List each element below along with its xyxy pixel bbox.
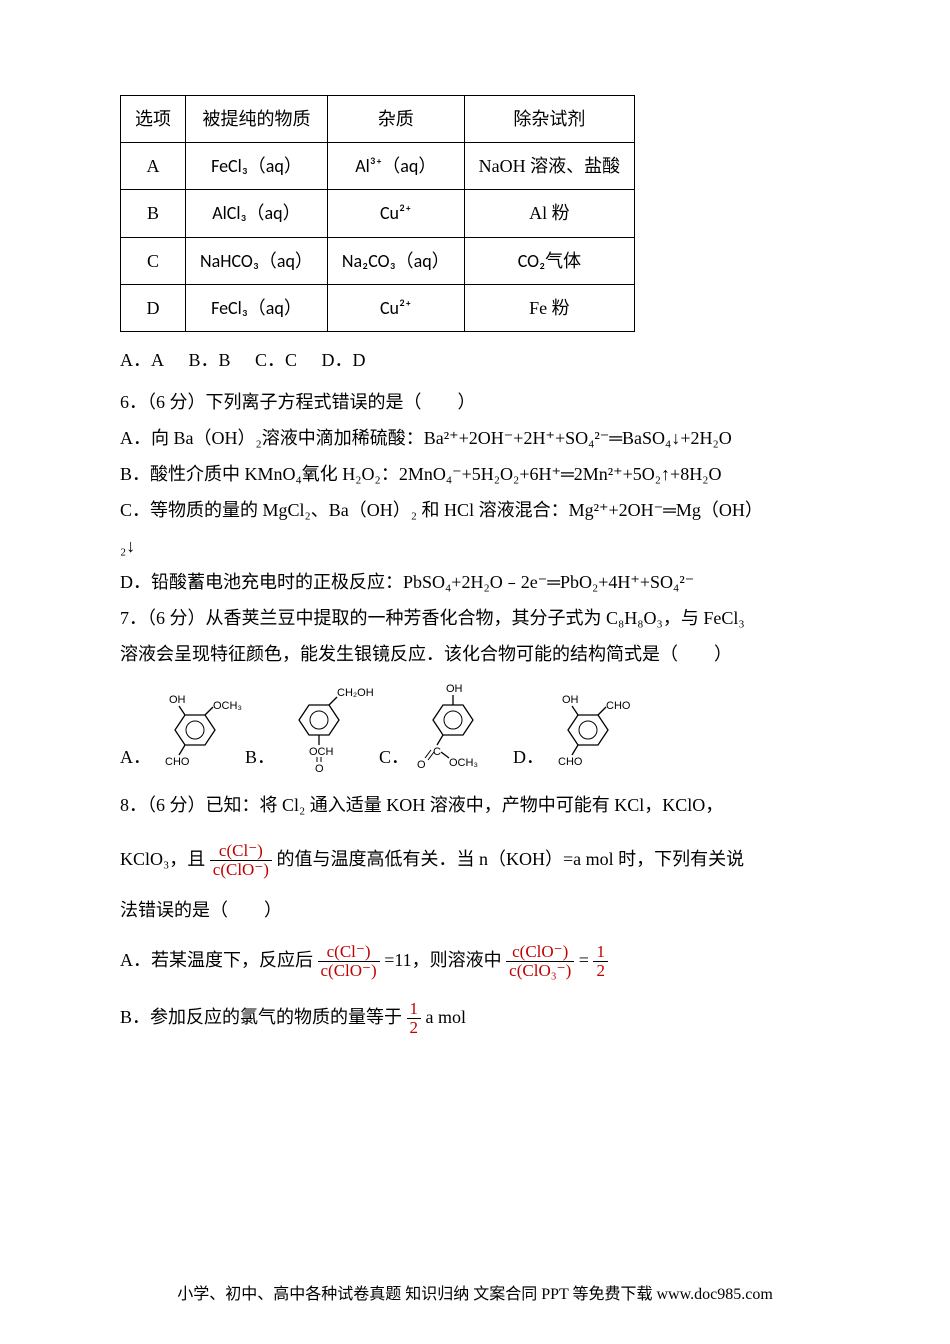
q8-stem-line3: 法错误的是（ ）: [120, 892, 830, 928]
q6-opt-b: B．酸性介质中 KMnO₄氧化 H₂O₂：2MnO₄⁻+5H₂O₂+6H⁺═2M…: [120, 456, 830, 492]
svg-text:CHO: CHO: [165, 756, 190, 768]
cell-imp: Al³⁺（aq）: [327, 143, 464, 190]
table-row: C NaHCO₃（aq） Na₂CO₃（aq） CO₂气体: [121, 237, 635, 284]
q7-opt-d: D． OH CHO CHO: [513, 685, 638, 775]
q7-opt-a-label: A．: [120, 739, 151, 775]
th-substance: 被提纯的物质: [186, 96, 328, 143]
benzene-struct-b-icon: CH₂OH OCH O: [279, 680, 379, 775]
frac-num: c(Cl⁻): [210, 842, 272, 862]
opt-a: A．A: [120, 350, 164, 370]
q8-optB-a: B．参加反应的氯气的物质的量等于: [120, 1007, 402, 1027]
opt-c: C．C: [255, 350, 297, 370]
q6-opt-c-line1: C．等物质的量的 MgCl₂、Ba（OH）₂ 和 HCl 溶液混合：Mg²⁺+2…: [120, 492, 830, 528]
cell-opt: D: [121, 284, 186, 331]
q8-optA-a: A．若某温度下，反应后: [120, 950, 313, 970]
answer-options: A．A B．B C．C D．D: [120, 342, 830, 378]
q7-opt-b-label: B．: [245, 739, 275, 775]
svg-text:OH: OH: [446, 683, 463, 695]
opt-b: B．B: [189, 350, 231, 370]
q8-opt-a: A．若某温度下，反应后 c(Cl⁻) c(ClO⁻) =11，则溶液中 c(Cl…: [120, 942, 830, 981]
th-impurity: 杂质: [327, 96, 464, 143]
q7-opt-a: A． OH OCH₃ CHO: [120, 685, 245, 775]
q6-opt-c-line2: ₂↓: [120, 528, 830, 564]
q8-opt-b: B．参加反应的氯气的物质的量等于 1 2 a mol: [120, 999, 830, 1038]
q6-stem: 6．（6 分）下列离子方程式错误的是（ ）: [120, 384, 830, 420]
fraction-icon: 1 2: [407, 1000, 422, 1038]
th-reagent: 除杂试剂: [464, 96, 635, 143]
frac-den: c(ClO⁻): [210, 861, 272, 880]
q7-stem-line2: 溶液会呈现特征颜色，能发生银镜反应．该化合物可能的结构简式是（ ）: [120, 636, 830, 672]
q6-opt-d: D．铅酸蓄电池充电时的正极反应：PbSO₄+2H₂O﹣2e⁻═PbO₂+4H⁺+…: [120, 564, 830, 600]
svg-text:OCH: OCH: [309, 746, 334, 758]
frac-den: 2: [407, 1019, 422, 1038]
svg-text:OH: OH: [562, 694, 579, 706]
svg-text:CH₂OH: CH₂OH: [337, 687, 374, 699]
q8-stem2b: 的值与温度高低有关．当 n（KOH）=a mol 时，下列有关说: [276, 849, 744, 869]
cell-imp: Na₂CO₃（aq）: [327, 237, 464, 284]
frac-den: 2: [593, 962, 608, 981]
cell-reag: NaOH 溶液、盐酸: [464, 143, 635, 190]
svg-text:OCH₃: OCH₃: [213, 700, 242, 712]
page-footer: 小学、初中、高中各种试卷真题 知识归纳 文案合同 PPT 等免费下载 www.d…: [0, 1280, 950, 1304]
svg-text:C: C: [433, 746, 441, 758]
fraction-icon: 1 2: [593, 943, 608, 981]
purify-table: 选项 被提纯的物质 杂质 除杂试剂 A FeCl₃（aq） Al³⁺（aq） N…: [120, 95, 635, 332]
svg-text:CHO: CHO: [558, 756, 583, 768]
q8-stem-line1: 8．（6 分）已知：将 Cl₂ 通入适量 KOH 溶液中，产物中可能有 KCl，…: [120, 787, 830, 823]
cell-opt: C: [121, 237, 186, 284]
cell-sub: NaHCO₃（aq）: [186, 237, 328, 284]
q7-opt-b: B． CH₂OH OCH O: [245, 680, 379, 775]
cell-sub: FeCl₃（aq）: [186, 143, 328, 190]
cell-opt: A: [121, 143, 186, 190]
frac-num: 1: [407, 1000, 422, 1020]
q7-opt-d-label: D．: [513, 739, 544, 775]
svg-text:O: O: [315, 763, 324, 775]
fraction-icon: c(ClO⁻) c(ClO₃⁻): [506, 943, 574, 981]
page: 选项 被提纯的物质 杂质 除杂试剂 A FeCl₃（aq） Al³⁺（aq） N…: [0, 0, 950, 1078]
q6-opt-a: A．向 Ba（OH）₂溶液中滴加稀硫酸：Ba²⁺+2OH⁻+2H⁺+SO₄²⁻═…: [120, 420, 830, 456]
svg-text:OCH₃: OCH₃: [449, 757, 478, 769]
frac-den: c(ClO₃⁻): [506, 962, 574, 981]
cell-sub: AlCl₃（aq）: [186, 190, 328, 237]
table-row: A FeCl₃（aq） Al³⁺（aq） NaOH 溶液、盐酸: [121, 143, 635, 190]
frac-num: c(ClO⁻): [506, 943, 574, 963]
svg-text:O: O: [417, 759, 426, 771]
q8-stem2a: KClO₃，且: [120, 849, 205, 869]
cell-opt: B: [121, 190, 186, 237]
opt-d: D．D: [322, 350, 366, 370]
q7-opt-c: C． OH C O OCH₃: [379, 680, 513, 775]
benzene-struct-a-icon: OH OCH₃ CHO: [155, 685, 245, 775]
cell-reag: Al 粉: [464, 190, 635, 237]
table-row: B AlCl₃（aq） Cu²⁺ Al 粉: [121, 190, 635, 237]
svg-text:OH: OH: [169, 694, 186, 706]
cell-imp: Cu²⁺: [327, 284, 464, 331]
cell-imp: Cu²⁺: [327, 190, 464, 237]
q8-optA-b: =11，则溶液中: [384, 950, 501, 970]
table-header-row: 选项 被提纯的物质 杂质 除杂试剂: [121, 96, 635, 143]
th-option: 选项: [121, 96, 186, 143]
benzene-struct-c-icon: OH C O OCH₃: [413, 680, 513, 775]
q8-optB-b: a mol: [426, 1007, 467, 1027]
q7-structure-options: A． OH OCH₃ CHO B． CH₂OH OCH: [120, 680, 830, 775]
q7-opt-c-label: C．: [379, 739, 409, 775]
cell-reag: Fe 粉: [464, 284, 635, 331]
q7-stem-line1: 7．（6 分）从香荚兰豆中提取的一种芳香化合物，其分子式为 C₈H₈O₃，与 F…: [120, 600, 830, 636]
table-row: D FeCl₃（aq） Cu²⁺ Fe 粉: [121, 284, 635, 331]
cell-reag: CO₂气体: [464, 237, 635, 284]
fraction-icon: c(Cl⁻) c(ClO⁻): [210, 842, 272, 880]
svg-text:CHO: CHO: [606, 700, 631, 712]
frac-num: c(Cl⁻): [318, 943, 380, 963]
q8-stem-line2: KClO₃，且 c(Cl⁻) c(ClO⁻) 的值与温度高低有关．当 n（KOH…: [120, 841, 830, 880]
cell-sub: FeCl₃（aq）: [186, 284, 328, 331]
q8-optA-c: =: [579, 950, 589, 970]
benzene-struct-d-icon: OH CHO CHO: [548, 685, 638, 775]
fraction-icon: c(Cl⁻) c(ClO⁻): [318, 943, 380, 981]
frac-den: c(ClO⁻): [318, 962, 380, 981]
frac-num: 1: [593, 943, 608, 963]
